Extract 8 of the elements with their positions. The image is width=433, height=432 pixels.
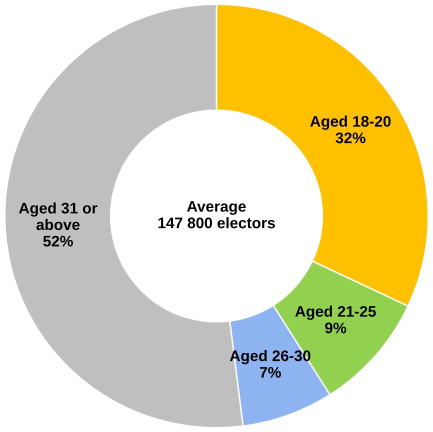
slice-label: Aged 31 or above [18,202,98,230]
data-label: 32% [336,132,366,144]
text: Average 147 800 electors [158,201,275,228]
data-label: 9% [325,322,346,334]
data-label: 7% [260,366,281,378]
slice-label: Aged 18-20 [310,116,391,130]
data-label: 52% [43,236,73,247]
slice-label: Aged 21-25 [295,306,376,320]
